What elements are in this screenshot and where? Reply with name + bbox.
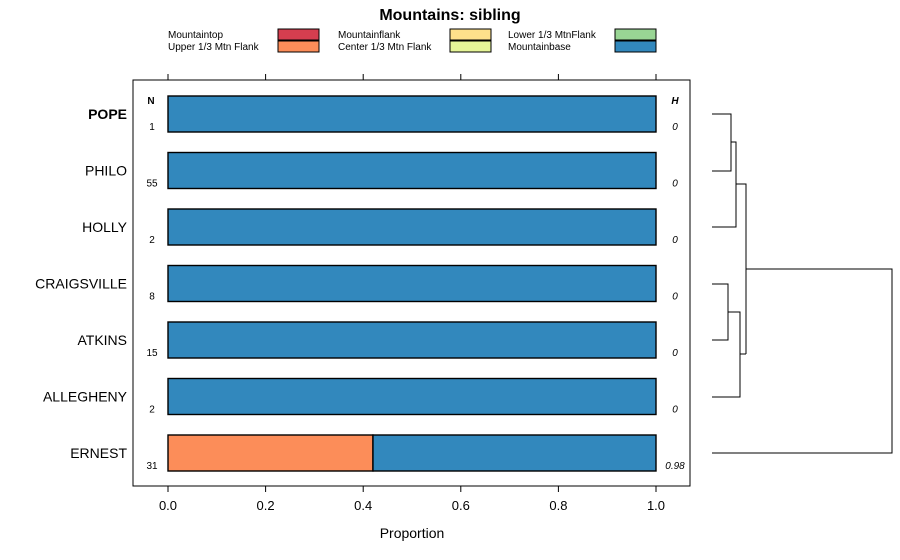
n-value: 31 — [146, 461, 158, 472]
h-value: 0 — [672, 179, 678, 190]
legend-swatch — [614, 28, 657, 41]
x-axis-label: Proportion — [380, 525, 445, 541]
n-value: 55 — [146, 179, 158, 190]
category-label: ALLEGHENY — [43, 389, 128, 405]
n-value: 2 — [149, 235, 155, 246]
chart-title: Mountains: sibling — [379, 7, 520, 24]
dendrogram-branch — [712, 113, 732, 172]
legend-swatch — [614, 40, 657, 53]
legend-label: Mountaintop — [168, 30, 223, 41]
legend-label: Mountainbase — [508, 42, 571, 53]
h-value: 0 — [672, 292, 678, 303]
legend-label: Lower 1/3 MtnFlank — [508, 30, 597, 41]
bar-segment — [167, 377, 657, 416]
x-tick-label: 0.0 — [159, 498, 177, 513]
bars — [167, 95, 657, 472]
x-tick-label: 0.4 — [354, 498, 372, 513]
legend-label: Mountainflank — [338, 30, 401, 41]
category-label: HOLLY — [82, 219, 128, 235]
legend-swatch — [449, 40, 492, 53]
bar-segment — [167, 151, 657, 190]
h-header: H — [671, 96, 679, 107]
bar-segment — [167, 321, 657, 359]
category-label: CRAIGSVILLE — [35, 276, 127, 292]
h-value: 0 — [672, 405, 678, 416]
category-label: PHILO — [85, 163, 127, 179]
h-value: 0 — [672, 348, 678, 359]
h-value: 0.98 — [665, 461, 685, 472]
x-tick-label: 1.0 — [647, 498, 665, 513]
dendrogram-branch — [712, 283, 729, 341]
plot-frame — [132, 79, 691, 487]
n-value: 2 — [149, 405, 155, 416]
bar-segment — [167, 208, 657, 246]
category-label: ATKINS — [77, 332, 127, 348]
legend-label: Upper 1/3 Mtn Flank — [168, 42, 260, 53]
dendrogram-branch — [736, 183, 747, 354]
bar-segment — [167, 95, 657, 133]
legend-swatch — [277, 40, 320, 53]
dendrogram — [712, 113, 893, 454]
h-value: 0 — [672, 122, 678, 133]
x-tick-label: 0.6 — [452, 498, 470, 513]
dendrogram-branch — [712, 141, 737, 228]
bar-segment — [372, 434, 657, 472]
n-header: N — [147, 96, 154, 107]
legend-label: Center 1/3 Mtn Flank — [338, 42, 432, 53]
legend-swatch — [449, 28, 492, 41]
x-tick-label: 0.8 — [549, 498, 567, 513]
dendrogram-branch — [712, 268, 893, 454]
n-value: 1 — [149, 122, 155, 133]
n-value: 8 — [149, 292, 155, 303]
category-label: POPE — [88, 106, 127, 122]
legend-swatch — [277, 28, 320, 41]
category-labels: POPE 1 0 PHILO 55 0 HOLLY 2 0 CRAIGSVILLE 8 0 ATKINS… — [35, 106, 685, 472]
dendrogram-branch — [712, 311, 741, 398]
n-value: 15 — [146, 348, 158, 359]
x-axis: 0.0 0.2 0.4 0.6 0.8 1.0 — [159, 74, 665, 513]
x-tick-label: 0.2 — [257, 498, 275, 513]
bar-segment — [167, 264, 657, 303]
category-label: ERNEST — [70, 445, 127, 461]
bar-segment — [167, 434, 374, 472]
h-value: 0 — [672, 235, 678, 246]
